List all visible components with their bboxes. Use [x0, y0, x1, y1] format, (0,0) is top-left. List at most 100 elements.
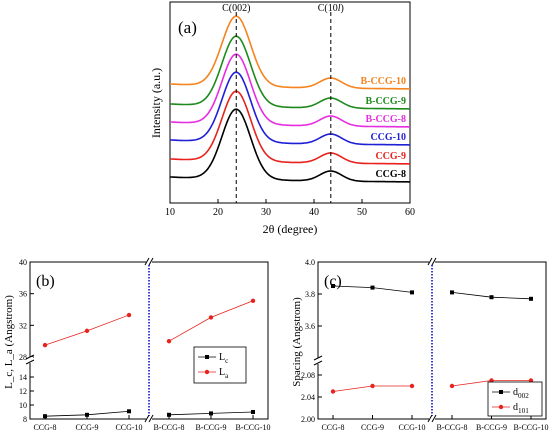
legend-label: d002: [513, 387, 529, 400]
panel-a-label: (a): [178, 18, 197, 37]
y-axis-break-mark: [25, 354, 35, 360]
y-tick-label: 12: [19, 387, 27, 396]
legend-marker: [499, 390, 503, 394]
data-point: [370, 285, 375, 290]
y-tick-label: 8: [23, 415, 27, 424]
panel-c-plot: 3.6 3.8 4.0 2.00 2.04 2.08 CCG-8 CCG-9 CCG-10 B-C…: [301, 257, 549, 432]
x-axis-break-gap: [429, 416, 435, 422]
y-tick-label: 36: [19, 290, 27, 299]
data-point: [251, 410, 255, 414]
series-label-b-ccg-8: B-CCG-8: [365, 114, 406, 125]
data-point: [127, 409, 131, 414]
x-axis-break-mark: [427, 414, 433, 423]
panel-a-series-labels: CCG-8 CCG-9 CCG-10 B-CCG-8 B-CCG-9 B-CCG-10: [360, 76, 406, 180]
x-tick-label: CCG-8: [33, 423, 56, 432]
xrd-curve-ccg-10: [170, 71, 410, 146]
xrd-curve-b-ccg-9: [170, 35, 410, 110]
panel-a-xlabel: 2θ (degree): [263, 222, 318, 236]
legend-marker: [205, 355, 209, 359]
data-point: [208, 315, 214, 320]
x-axis-break-mark: [148, 257, 154, 266]
series-label-b-ccg-9: B-CCG-9: [365, 96, 406, 107]
y-axis-break-mark: [313, 360, 323, 366]
data-point: [409, 383, 415, 389]
x-tick-label: 30: [261, 207, 271, 218]
data-point: [529, 296, 533, 301]
xrd-curve-ccg-8: [170, 108, 410, 183]
y-tick-label: 3.8: [305, 290, 315, 299]
legend-marker: [204, 369, 210, 375]
panel-c-label: (c): [324, 273, 342, 290]
x-tick-label: CCG-10: [398, 423, 425, 432]
xrd-curve-b-ccg-8: [170, 53, 410, 128]
legend-box: [193, 346, 247, 384]
legend-label: La: [219, 367, 229, 380]
data-point: [370, 383, 375, 389]
series-label-ccg-10: CCG-10: [370, 132, 406, 143]
panel-a-frame: [169, 1, 411, 204]
data-point: [331, 284, 335, 288]
legend-label: Lc: [219, 352, 228, 365]
x-axis-break-gap: [429, 259, 435, 265]
panel-b-label: (b): [36, 273, 55, 290]
data-point: [84, 328, 90, 334]
data-point: [449, 383, 455, 389]
x-tick-label: 50: [357, 207, 367, 218]
x-tick-label: 60: [405, 207, 415, 218]
xrd-curve-ccg-9: [170, 90, 410, 165]
x-axis-break-mark: [144, 414, 150, 423]
y-tick-label: 28: [19, 353, 27, 362]
y-tick-label: 4.0: [305, 258, 315, 267]
data-point: [43, 414, 47, 419]
series-label-b-ccg-10: B-CCG-10: [360, 76, 406, 87]
panel-b: (b) L_c, L_a (Angstrom) 28 32 36 40 8 10 12 14 C…: [3, 257, 271, 432]
x-tick-label: CCG-10: [115, 423, 142, 432]
panel-b-ylabel: L_c, L_a (Angstrom): [3, 295, 15, 389]
series-label-ccg-9: CCG-9: [375, 151, 406, 162]
panel-c-ylabel: Spacing (Angstrom): [291, 297, 303, 387]
panel-a-ylabel: Intensity (a.u.): [149, 68, 163, 138]
panel-c: (c) Spacing (Angstrom) 3.6 3.8 4.0 2.00 2.04…: [291, 257, 549, 432]
series-line-1: [168, 300, 254, 342]
x-axis-break-mark: [431, 257, 437, 266]
xrd-curve-b-ccg-10: [170, 15, 410, 90]
y-tick-label: 2.00: [301, 415, 315, 424]
y-tick-label: 10: [19, 401, 27, 410]
data-point: [330, 389, 336, 394]
reference-label-2: C(10l): [318, 3, 344, 14]
data-point: [166, 338, 172, 344]
x-tick-label: B-CCG-9: [476, 423, 507, 432]
data-point: [167, 412, 171, 417]
y-axis-break-mark: [313, 355, 323, 361]
x-axis-break-mark: [427, 257, 433, 266]
panel-a: 10 20 30 40 50 60 C(002) C(10l) CCG-8CCG-9CCG-…: [149, 1, 415, 236]
x-tick-label: CCG-9: [361, 423, 384, 432]
x-axis-break-gap: [146, 259, 152, 265]
panel-a-reference-lines: C(002) C(10l): [222, 3, 344, 203]
data-point: [209, 411, 213, 416]
series-label-ccg-8: CCG-8: [375, 169, 406, 180]
y-tick-label: 32: [19, 321, 27, 330]
legend-box: [487, 381, 543, 417]
x-tick-label: B-CCG-8: [436, 423, 467, 432]
reference-label-1: C(002): [222, 3, 250, 14]
legend-label: d101: [513, 402, 529, 415]
panel-a-x-ticks: 10 20 30 40 50 60: [165, 199, 415, 218]
y-axis-break-gap: [315, 358, 321, 364]
y-axis-break-gap: [27, 357, 33, 363]
x-tick-label: B-CCG-8: [153, 423, 184, 432]
data-point: [450, 290, 454, 295]
x-tick-label: CCG-8: [321, 423, 344, 432]
y-tick-label: 2.08: [301, 371, 315, 380]
y-tick-label: 3.6: [305, 322, 315, 331]
y-tick-label: 40: [19, 258, 27, 267]
data-point: [250, 298, 256, 303]
x-axis-break-mark: [148, 414, 154, 423]
y-axis-break-mark: [25, 359, 35, 365]
legend-marker: [498, 404, 504, 410]
data-point: [489, 378, 494, 383]
data-point: [410, 290, 414, 295]
x-tick-label: B-CCG-10: [235, 423, 270, 432]
data-point: [85, 412, 89, 417]
